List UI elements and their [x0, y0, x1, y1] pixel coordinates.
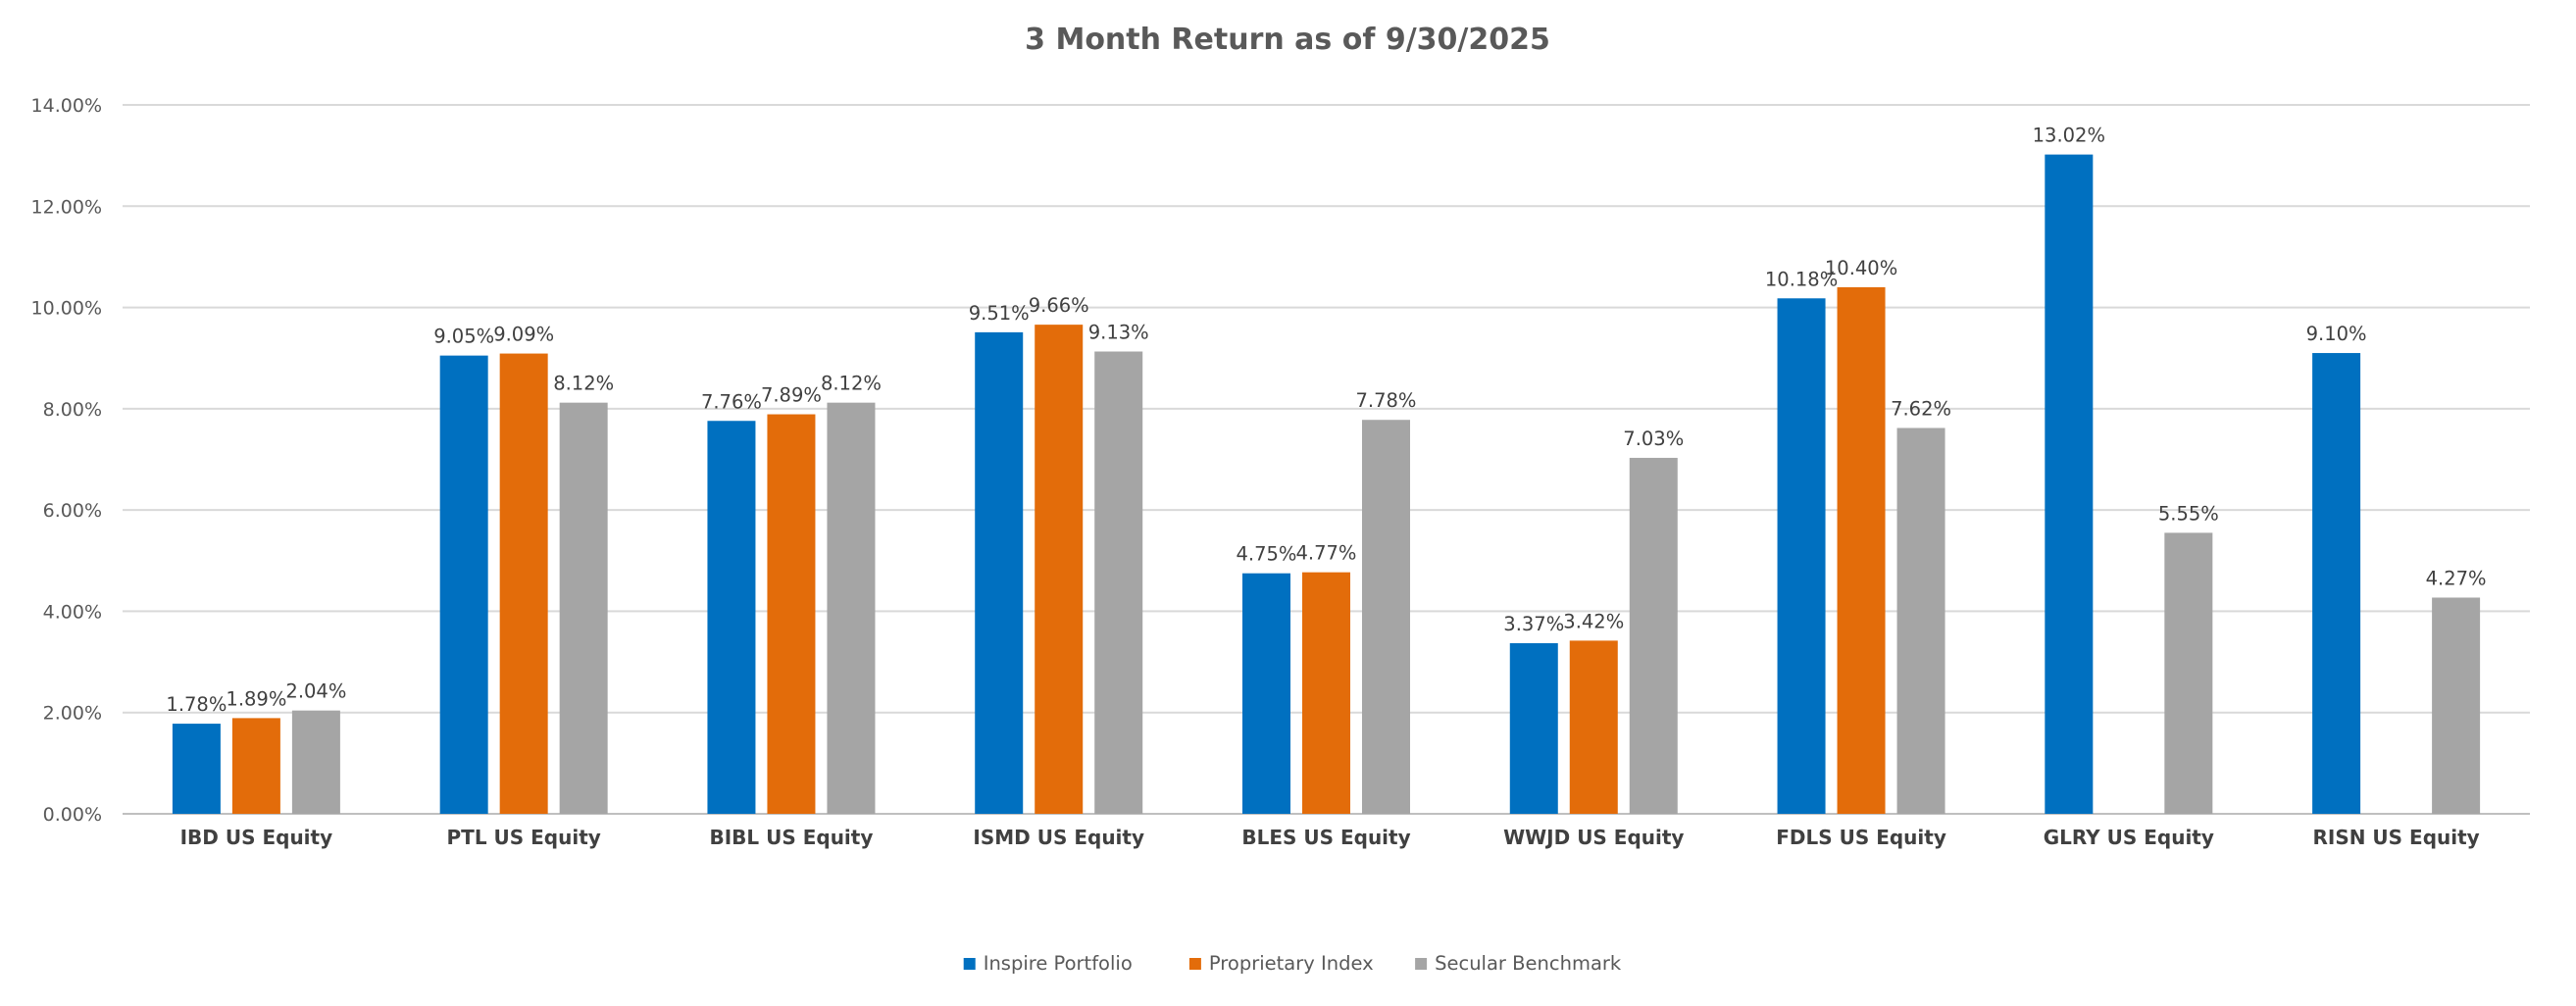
- bar-proprietary-index: [1302, 572, 1350, 814]
- bar-secular-benchmark: [1629, 457, 1678, 814]
- bar-inspire-portfolio: [975, 331, 1024, 814]
- data-label: 8.12%: [821, 373, 882, 395]
- bar-secular-benchmark: [1094, 351, 1143, 814]
- bar-inspire-portfolio: [439, 355, 488, 814]
- x-tick-label: FDLS US Equity: [1776, 826, 1946, 849]
- data-label: 10.18%: [1765, 268, 1838, 290]
- bar-proprietary-index: [767, 414, 816, 814]
- chart-title: 3 Month Return as of 9/30/2025: [1025, 23, 1550, 57]
- legend-label-inspire-portfolio: Inspire Portfolio: [984, 952, 1133, 975]
- data-label: 8.12%: [553, 373, 614, 395]
- bar-secular-benchmark: [291, 710, 340, 814]
- y-tick-label: 10.00%: [31, 298, 102, 320]
- data-label: 9.09%: [493, 324, 554, 346]
- bar-inspire-portfolio: [1242, 573, 1290, 814]
- data-label: 1.78%: [166, 693, 227, 716]
- legend-label-proprietary-index: Proprietary Index: [1209, 952, 1374, 975]
- data-label: 9.13%: [1088, 322, 1149, 344]
- x-axis-tick-labels: IBD US Equity PTL US Equity BIBL US Equity…: [180, 826, 2480, 849]
- bar-proprietary-index: [1569, 640, 1618, 814]
- x-tick-label: BIBL US Equity: [709, 826, 873, 849]
- bar-inspire-portfolio: [707, 421, 756, 814]
- bar-inspire-portfolio: [2045, 154, 2094, 815]
- y-tick-label: 14.00%: [31, 95, 102, 117]
- bar-proprietary-index: [499, 353, 548, 814]
- legend-label-secular-benchmark: Secular Benchmark: [1435, 952, 1622, 975]
- data-label: 7.03%: [1623, 428, 1684, 450]
- x-tick-label: RISN US Equity: [2312, 826, 2479, 849]
- x-tick-label: GLRY US Equity: [2044, 826, 2214, 849]
- data-labels: 1.78% 1.89% 2.04% 9.05% 9.09% 8.12% 7.76% 7.89%…: [166, 125, 2486, 716]
- x-tick-label: WWJD US Equity: [1503, 826, 1684, 849]
- x-tick-label: IBD US Equity: [180, 826, 333, 849]
- data-label: 9.05%: [433, 326, 494, 348]
- data-label: 7.78%: [1356, 389, 1417, 412]
- bar-inspire-portfolio: [1509, 642, 1558, 814]
- data-label: 2.04%: [285, 680, 346, 703]
- bar-secular-benchmark: [2432, 597, 2481, 814]
- data-label: 10.40%: [1825, 257, 1897, 279]
- data-label: 7.62%: [1891, 397, 1951, 420]
- bar-secular-benchmark: [2164, 532, 2213, 814]
- bars: [172, 154, 2481, 815]
- x-tick-label: PTL US Equity: [447, 826, 601, 849]
- y-axis-tick-labels: 0.00% 2.00% 4.00% 6.00% 8.00% 10.00% 12.00% 14.…: [31, 95, 102, 826]
- y-tick-label: 2.00%: [43, 703, 102, 725]
- data-label: 9.10%: [2306, 323, 2367, 345]
- data-label: 5.55%: [2158, 502, 2219, 525]
- y-tick-label: 6.00%: [43, 500, 102, 522]
- data-label: 4.27%: [2426, 567, 2487, 589]
- data-label: 9.51%: [969, 302, 1030, 325]
- legend-swatch-proprietary-index: [1188, 958, 1201, 970]
- legend-swatch-inspire-portfolio: [963, 958, 976, 970]
- data-label: 13.02%: [2033, 125, 2105, 147]
- data-label: 1.89%: [226, 687, 286, 710]
- data-label: 3.37%: [1503, 613, 1564, 635]
- bar-secular-benchmark: [1362, 420, 1410, 814]
- bar-proprietary-index: [231, 718, 280, 814]
- bar-inspire-portfolio: [172, 724, 221, 814]
- bar-inspire-portfolio: [2312, 353, 2361, 814]
- bar-proprietary-index: [1035, 325, 1084, 814]
- data-label: 4.77%: [1296, 542, 1357, 565]
- data-label: 7.89%: [761, 384, 822, 407]
- x-tick-label: BLES US Equity: [1241, 826, 1410, 849]
- y-tick-label: 4.00%: [43, 601, 102, 623]
- data-label: 7.76%: [701, 390, 762, 413]
- bar-inspire-portfolio: [1777, 298, 1826, 814]
- data-label: 3.42%: [1563, 610, 1624, 632]
- y-tick-label: 8.00%: [43, 399, 102, 421]
- y-tick-label: 12.00%: [31, 196, 102, 218]
- x-tick-label: ISMD US Equity: [973, 826, 1144, 849]
- data-label: 9.66%: [1029, 294, 1089, 317]
- legend: Inspire Portfolio Proprietary Index Secula…: [963, 952, 1622, 975]
- bar-proprietary-index: [1837, 286, 1886, 814]
- bar-secular-benchmark: [559, 402, 608, 814]
- bar-secular-benchmark: [1896, 428, 1945, 814]
- data-label: 4.75%: [1237, 543, 1297, 566]
- legend-swatch-secular-benchmark: [1415, 958, 1428, 970]
- bar-secular-benchmark: [827, 402, 876, 814]
- y-tick-label: 0.00%: [43, 804, 102, 826]
